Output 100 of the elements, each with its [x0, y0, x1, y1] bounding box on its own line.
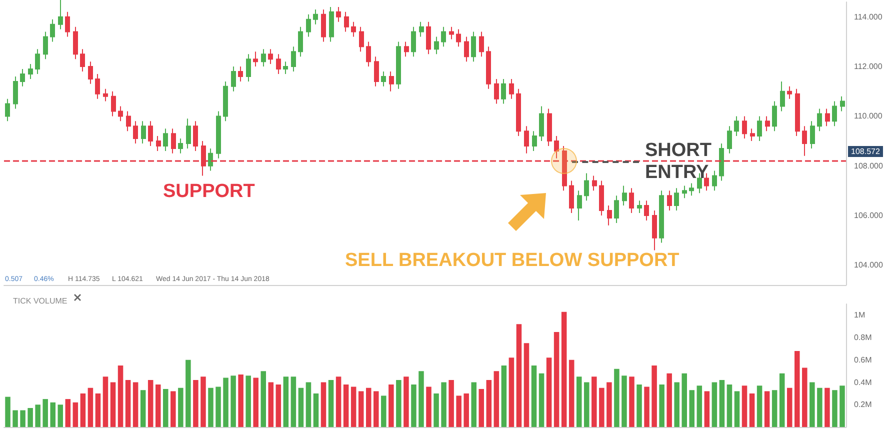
bar: [42, 399, 48, 427]
candlestick: [795, 88, 800, 137]
candlestick: [765, 116, 770, 132]
candlestick: [832, 100, 837, 127]
candlestick: [253, 51, 258, 68]
bar: [696, 386, 702, 427]
candlestick: [404, 41, 409, 58]
candlestick: [133, 120, 138, 144]
candlestick: [840, 96, 845, 112]
bar: [644, 386, 650, 427]
bar: [193, 380, 198, 427]
candlestick: [20, 68, 25, 87]
bar: [501, 366, 507, 427]
bar: [290, 376, 296, 427]
y-tick-label: 108.000: [854, 161, 884, 170]
candlestick: [629, 188, 634, 214]
bar: [148, 380, 154, 427]
bar: [441, 382, 446, 427]
bar: [576, 376, 582, 427]
candlestick: [141, 120, 146, 144]
bar: [328, 380, 334, 427]
bar: [471, 382, 476, 427]
bar: [756, 386, 762, 427]
annotation: SHORT ENTRY: [645, 140, 712, 184]
candlestick: [772, 100, 777, 132]
candlestick: [336, 6, 341, 22]
candlestick: [111, 90, 116, 117]
candlestick: [742, 116, 747, 140]
bar: [178, 388, 184, 427]
candlestick: [298, 26, 303, 58]
candlestick: [58, 0, 63, 30]
bar: [388, 384, 394, 427]
candlestick: [479, 31, 484, 58]
bar: [629, 376, 634, 427]
candlestick: [569, 180, 574, 214]
bar: [764, 391, 770, 427]
candlestick: [291, 46, 296, 72]
bar: [712, 382, 718, 427]
candlestick: [156, 136, 161, 152]
candlestick: [471, 31, 476, 62]
candlestick: [554, 136, 559, 159]
candlestick: [103, 88, 108, 102]
candlestick: [434, 36, 439, 55]
bar: [726, 384, 732, 427]
bar: [268, 382, 274, 427]
candlestick: [667, 190, 672, 212]
candlestick: [532, 130, 537, 152]
bar: [200, 376, 206, 427]
bar: [366, 388, 372, 427]
candlestick: [344, 11, 349, 32]
bar: [381, 396, 386, 427]
bar: [298, 388, 304, 427]
candlestick: [313, 8, 318, 25]
candlestick: [494, 78, 499, 104]
y-tick-label: 0.8M: [854, 333, 872, 342]
bar: [65, 399, 71, 427]
bar: [802, 368, 808, 427]
candlestick: [126, 110, 131, 132]
y-tick-label: 106.000: [854, 210, 884, 220]
bar: [666, 373, 672, 427]
candlestick: [193, 120, 198, 152]
ref-line-label: SUPPORT: [163, 180, 255, 203]
candlestick: [178, 138, 183, 154]
annotation: SELL BREAKOUT BELOW SUPPORT: [345, 250, 680, 272]
bar: [396, 380, 402, 427]
bar: [426, 386, 432, 427]
bar: [689, 390, 695, 427]
bar: [538, 373, 544, 427]
bar: [118, 366, 124, 427]
bar: [524, 343, 530, 427]
candlestick: [727, 126, 732, 154]
bar: [478, 388, 484, 427]
candlestick: [802, 126, 807, 156]
bar: [682, 373, 687, 427]
bar: [238, 374, 244, 427]
candlestick: [73, 26, 78, 60]
bar: [659, 384, 664, 427]
candlestick: [231, 66, 236, 92]
candlestick: [88, 61, 93, 84]
bar: [494, 371, 500, 427]
bar: [652, 366, 657, 427]
candlestick: [329, 6, 334, 42]
candlestick: [456, 28, 461, 48]
bar: [216, 386, 221, 427]
bar: [554, 332, 560, 427]
bar: [418, 371, 424, 427]
y-tick-label: 0.6M: [854, 355, 872, 364]
y-tick-label: 1M: [854, 310, 866, 320]
bar: [568, 360, 574, 427]
bar: [350, 386, 356, 427]
bar: [20, 410, 26, 427]
bar: [817, 388, 822, 427]
bar: [516, 324, 522, 427]
candlestick: [43, 31, 48, 60]
candlestick: [464, 36, 469, 62]
bar: [486, 380, 492, 427]
bar: [599, 388, 604, 427]
candlestick: [509, 78, 514, 100]
candlestick: [389, 71, 394, 92]
candlestick: [659, 190, 664, 244]
